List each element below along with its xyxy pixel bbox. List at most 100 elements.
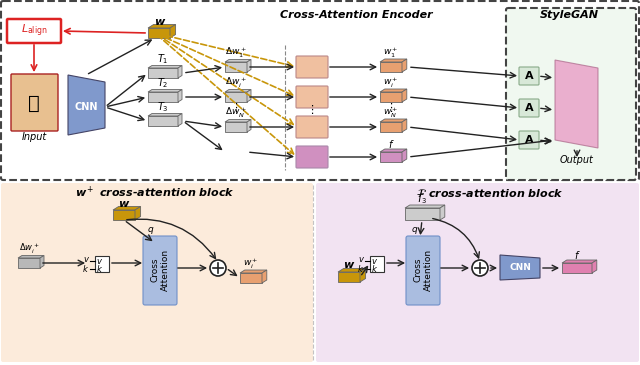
Text: q: q <box>147 225 153 234</box>
Text: v: v <box>97 257 102 265</box>
Polygon shape <box>562 260 596 263</box>
FancyBboxPatch shape <box>519 131 539 149</box>
Polygon shape <box>402 119 407 132</box>
Polygon shape <box>405 208 440 220</box>
Text: ⋮: ⋮ <box>385 103 397 113</box>
Text: ⋮: ⋮ <box>230 103 241 113</box>
Polygon shape <box>113 207 141 210</box>
Polygon shape <box>562 263 592 273</box>
Text: 👤: 👤 <box>28 93 40 112</box>
FancyBboxPatch shape <box>519 99 539 117</box>
Polygon shape <box>380 119 407 122</box>
Polygon shape <box>113 210 135 220</box>
Polygon shape <box>247 59 251 72</box>
Polygon shape <box>380 149 407 152</box>
Polygon shape <box>405 205 445 208</box>
Polygon shape <box>500 255 540 280</box>
FancyBboxPatch shape <box>519 67 539 85</box>
Text: A: A <box>525 103 533 113</box>
FancyBboxPatch shape <box>11 74 58 131</box>
Text: A: A <box>525 71 533 81</box>
Text: CNN: CNN <box>74 102 98 112</box>
Text: k: k <box>372 265 376 273</box>
Text: $\Delta w_N^+$: $\Delta w_N^+$ <box>225 106 247 120</box>
Polygon shape <box>178 65 182 78</box>
Polygon shape <box>380 92 402 102</box>
Text: k: k <box>83 265 88 274</box>
Polygon shape <box>402 149 407 162</box>
Text: $L_{\mathrm{align}}$: $L_{\mathrm{align}}$ <box>20 23 47 39</box>
Polygon shape <box>148 89 182 92</box>
Text: k: k <box>358 265 363 274</box>
Polygon shape <box>148 65 182 68</box>
Polygon shape <box>240 270 267 273</box>
Polygon shape <box>380 62 402 72</box>
Polygon shape <box>240 273 262 283</box>
Text: $\mathcal{F}$ cross-attention block: $\mathcal{F}$ cross-attention block <box>417 187 563 199</box>
Text: v: v <box>358 254 363 264</box>
Polygon shape <box>225 59 251 62</box>
Text: v: v <box>371 257 376 265</box>
Text: $\boldsymbol{w}$: $\boldsymbol{w}$ <box>154 17 166 27</box>
Text: $T_3$: $T_3$ <box>157 100 169 114</box>
Polygon shape <box>18 255 44 258</box>
Polygon shape <box>440 205 445 220</box>
Text: $T_1$: $T_1$ <box>157 52 169 66</box>
Polygon shape <box>402 89 407 102</box>
Text: v: v <box>83 254 88 264</box>
Text: $\boldsymbol{w}$: $\boldsymbol{w}$ <box>118 199 130 209</box>
Text: $T_2$: $T_2$ <box>157 76 169 90</box>
Polygon shape <box>178 89 182 102</box>
FancyBboxPatch shape <box>296 116 328 138</box>
Text: ⋮: ⋮ <box>307 105 317 115</box>
FancyBboxPatch shape <box>316 183 639 362</box>
Polygon shape <box>148 28 170 38</box>
Text: Cross-Attention Encoder: Cross-Attention Encoder <box>280 10 433 20</box>
Polygon shape <box>148 68 178 78</box>
FancyBboxPatch shape <box>296 146 328 168</box>
Circle shape <box>472 260 488 276</box>
Text: Cross
Attention: Cross Attention <box>150 249 170 291</box>
Text: Cross
Attention: Cross Attention <box>413 249 433 291</box>
Polygon shape <box>338 269 365 272</box>
Polygon shape <box>148 116 178 126</box>
Polygon shape <box>148 92 178 102</box>
Polygon shape <box>360 269 365 282</box>
FancyBboxPatch shape <box>143 236 177 305</box>
Text: Input: Input <box>21 132 47 142</box>
Text: $w_i^+$: $w_i^+$ <box>383 76 399 90</box>
Text: $\boldsymbol{w}^+$ cross-attention block: $\boldsymbol{w}^+$ cross-attention block <box>75 185 235 200</box>
Text: A: A <box>525 135 533 145</box>
FancyBboxPatch shape <box>406 236 440 305</box>
Polygon shape <box>247 119 251 132</box>
Text: $\Delta w_1^+$: $\Delta w_1^+$ <box>225 46 247 60</box>
Polygon shape <box>380 122 402 132</box>
Polygon shape <box>170 24 175 38</box>
Text: $T_3$: $T_3$ <box>416 192 428 206</box>
Polygon shape <box>148 114 182 116</box>
Text: $\boldsymbol{w}$: $\boldsymbol{w}$ <box>343 260 355 270</box>
Polygon shape <box>225 89 251 92</box>
FancyBboxPatch shape <box>1 1 639 180</box>
Polygon shape <box>555 60 598 148</box>
Polygon shape <box>40 255 44 268</box>
Polygon shape <box>338 272 360 282</box>
Polygon shape <box>225 62 247 72</box>
Text: $\Delta w_i^+$: $\Delta w_i^+$ <box>225 76 247 90</box>
Polygon shape <box>135 207 141 220</box>
Polygon shape <box>380 59 407 62</box>
Polygon shape <box>225 92 247 102</box>
Polygon shape <box>402 59 407 72</box>
Text: k: k <box>97 265 101 273</box>
Text: q: q <box>411 225 417 234</box>
Polygon shape <box>380 152 402 162</box>
Polygon shape <box>247 89 251 102</box>
Polygon shape <box>592 260 596 273</box>
FancyBboxPatch shape <box>296 56 328 78</box>
Text: Output: Output <box>560 155 594 165</box>
Text: $\Delta w_i^+$: $\Delta w_i^+$ <box>19 242 39 256</box>
Polygon shape <box>262 270 267 283</box>
Polygon shape <box>68 75 105 135</box>
Text: $w_i^+$: $w_i^+$ <box>243 257 259 271</box>
Polygon shape <box>225 119 251 122</box>
